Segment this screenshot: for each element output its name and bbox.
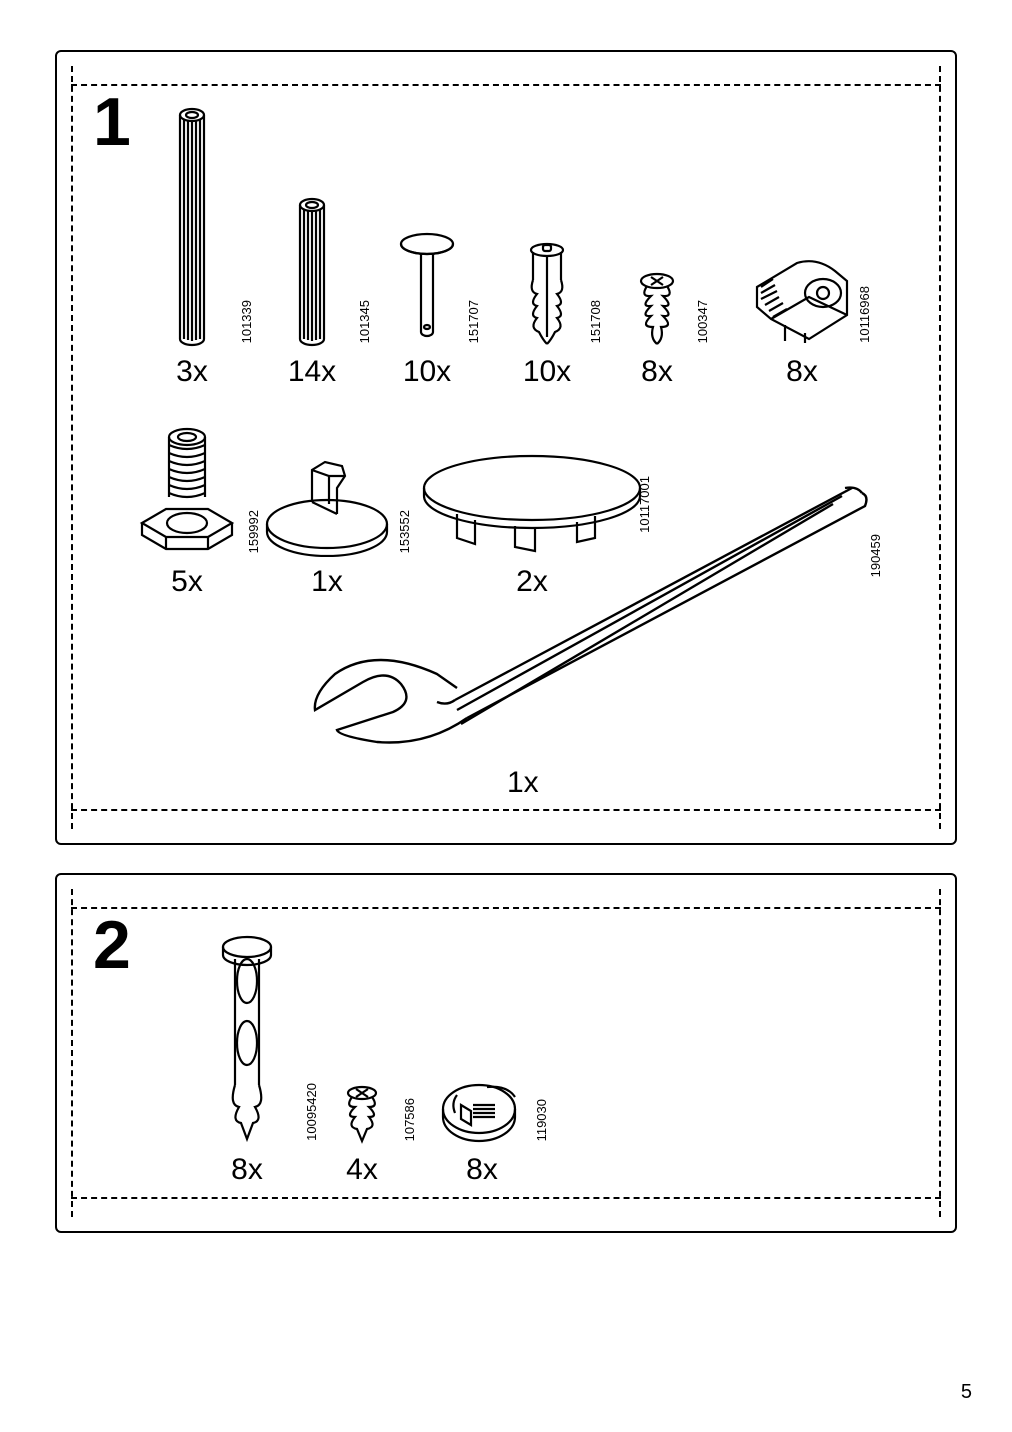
part-qty: 5x bbox=[171, 565, 203, 599]
part-id: 151708 bbox=[588, 300, 603, 343]
part-qty: 10x bbox=[523, 355, 571, 389]
dash-line bbox=[939, 889, 941, 1217]
part-long-dowel: 101339 3x bbox=[132, 107, 252, 389]
part-flathead-pin: 151707 10x bbox=[377, 232, 477, 389]
part-id: 100347 bbox=[695, 300, 710, 343]
dowel-icon bbox=[172, 107, 212, 347]
hardware-box-2: 2 10095420 8x 107586 4x bbox=[55, 873, 957, 1233]
step-number: 2 bbox=[93, 911, 131, 979]
part-qty: 3x bbox=[176, 355, 208, 389]
pin-icon bbox=[397, 232, 457, 347]
part-id: 151707 bbox=[466, 300, 481, 343]
part-wood-screw: 100347 8x bbox=[612, 272, 702, 389]
part-id: 10116968 bbox=[857, 286, 872, 343]
part-qty: 4x bbox=[346, 1153, 378, 1187]
part-qty: 8x bbox=[466, 1153, 498, 1187]
dowel-icon bbox=[292, 197, 332, 347]
cam-housing-icon bbox=[747, 247, 857, 347]
part-cam-bolt: 10095420 8x bbox=[187, 935, 307, 1187]
part-id: 119030 bbox=[534, 1099, 549, 1141]
part-qty: 1x bbox=[507, 766, 539, 800]
screw-icon bbox=[634, 272, 680, 347]
part-qty: 8x bbox=[641, 355, 673, 389]
page: 1 101339 3x bbox=[0, 0, 1012, 1432]
page-number: 5 bbox=[961, 1381, 972, 1404]
cam-lock-icon bbox=[437, 1075, 527, 1145]
hardware-box-1: 1 101339 3x bbox=[55, 50, 957, 845]
step-number: 1 bbox=[93, 88, 131, 156]
dash-line bbox=[71, 809, 941, 811]
part-qty: 8x bbox=[231, 1153, 263, 1187]
part-small-screw: 107586 4x bbox=[317, 1085, 407, 1187]
wrench-icon bbox=[297, 478, 877, 788]
dash-line bbox=[939, 66, 941, 829]
small-screw-icon bbox=[341, 1085, 383, 1145]
part-qty: 14x bbox=[288, 355, 336, 389]
dash-line bbox=[71, 889, 73, 1217]
part-medium-dowel: 101345 14x bbox=[252, 197, 372, 389]
part-wall-plug: 151708 10x bbox=[497, 242, 597, 389]
part-hex-bolt: 159992 5x bbox=[117, 427, 257, 599]
part-id: 190459 bbox=[868, 534, 883, 577]
part-cam-housing: 10116968 8x bbox=[742, 247, 862, 389]
dash-line bbox=[71, 1197, 941, 1199]
part-cam-lock: 119030 8x bbox=[427, 1075, 537, 1187]
dash-line bbox=[71, 84, 941, 86]
dash-line bbox=[71, 907, 941, 909]
part-id: 107586 bbox=[402, 1098, 417, 1141]
part-wrench: 190459 1x bbox=[287, 478, 887, 788]
hex-bolt-icon bbox=[132, 427, 242, 557]
dash-line bbox=[71, 66, 73, 829]
part-qty: 8x bbox=[786, 355, 818, 389]
cam-bolt-icon bbox=[217, 935, 277, 1145]
wall-plug-icon bbox=[521, 242, 573, 347]
part-qty: 10x bbox=[403, 355, 451, 389]
part-id: 101345 bbox=[357, 300, 372, 343]
